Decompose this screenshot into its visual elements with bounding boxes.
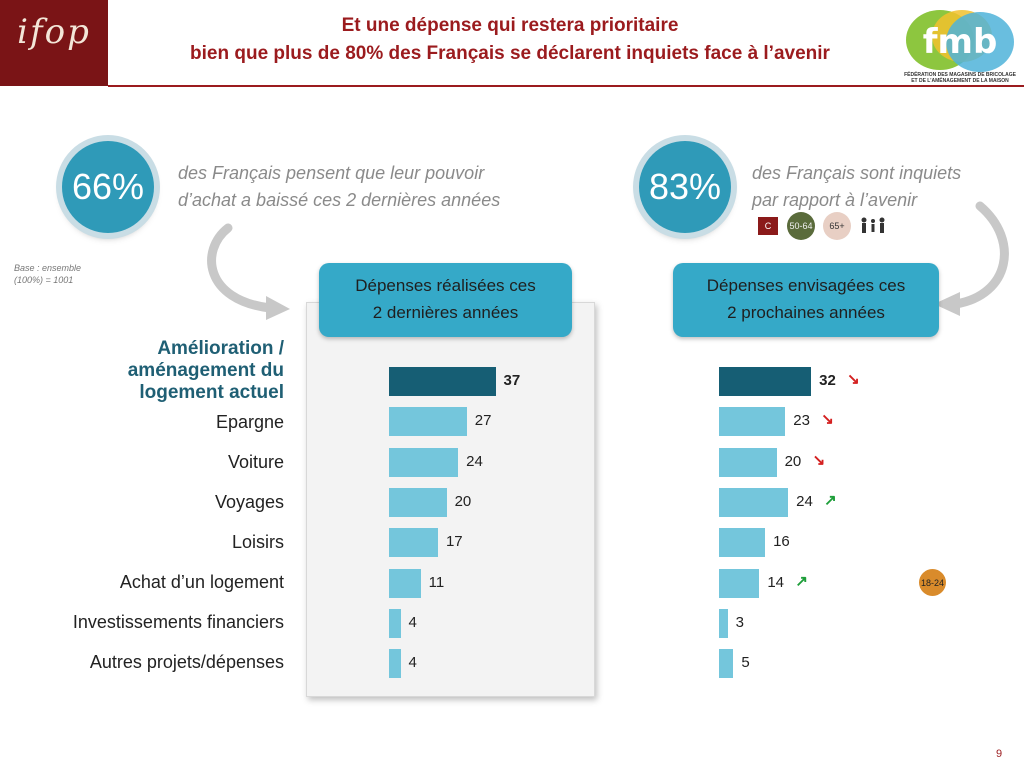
category-label: Achat d’un logement [119, 572, 284, 592]
bar [719, 608, 728, 638]
stat-text-right-line-2: par rapport à l’avenir [752, 190, 918, 210]
badge-c: C [758, 217, 778, 235]
stat-circle-left: 66% [62, 141, 154, 233]
page-title: Et une dépense qui restera prioritaire b… [130, 12, 890, 68]
page-number: 9 [996, 748, 1003, 760]
header-divider [108, 85, 1024, 87]
data-label: 14 [767, 573, 784, 591]
trend-down-icon: ↘ [821, 411, 834, 429]
fmb-subtitle-line-2: ET DE L’AMÉNAGEMENT DE LA MAISON [911, 78, 1009, 84]
stat-text-left-line-1: des Français pensent que leur pouvoir [178, 163, 485, 183]
fmb-logo-text: fmb [923, 22, 998, 62]
base-note-line-2: (100%) = 1001 [14, 275, 74, 285]
bar [719, 649, 734, 679]
trend-down-icon: ↘ [847, 371, 860, 388]
bar [389, 367, 496, 396]
data-label: 17 [445, 533, 463, 551]
bar [719, 528, 766, 558]
data-label: 37 [503, 372, 521, 389]
stat-text-right: des Français sont inquiets par rapport à… [752, 160, 1022, 214]
trend-up-icon: ↗ [824, 491, 837, 509]
fmb-subtitle-line-1: FÉDÉRATION DES MAGASINS DE BRICOLAGE [904, 72, 1016, 78]
badge-age-50-64: 50-64 [787, 212, 815, 240]
panel-header-right-line-2: 2 prochaines années [727, 303, 885, 322]
stat-circle-right: 83% [639, 141, 731, 233]
data-label: 32 [819, 372, 836, 389]
data-label: 23 [793, 412, 810, 430]
bar [389, 528, 438, 558]
trend-down-icon: ↘ [812, 451, 826, 469]
curved-arrow-right-icon [934, 201, 1009, 316]
badge-age-18-24: 18-24 [919, 569, 946, 596]
fmb-subtitle: FÉDÉRATION DES MAGASINS DE BRICOLAGE ET … [902, 72, 1018, 84]
data-label: 4 [408, 613, 417, 631]
title-line-1: Et une dépense qui restera prioritaire [341, 15, 679, 36]
bar [719, 447, 777, 477]
stat-text-left: des Français pensent que leur pouvoir d’… [178, 160, 578, 214]
curved-arrow-left-icon [207, 223, 290, 320]
bar [719, 367, 812, 396]
data-label: 11 [428, 573, 445, 591]
bar [719, 568, 760, 598]
data-label: 16 [773, 533, 790, 551]
family-icon [861, 217, 885, 233]
category-label: Investissements financiers [72, 612, 284, 632]
bar [389, 447, 459, 477]
data-label: 20 [454, 492, 472, 510]
category-label: Amélioration / aménagement du logement a… [127, 338, 284, 403]
data-label: 24 [796, 492, 813, 510]
data-label: 3 [735, 613, 744, 631]
category-label: Autres projets/dépenses [89, 652, 284, 672]
ifop-logo-text: ifop [17, 12, 91, 52]
trend-up-icon: ↗ [795, 572, 808, 590]
bar [389, 608, 401, 638]
title-line-2: bien que plus de 80% des Français se déc… [190, 43, 830, 64]
bar [389, 407, 467, 437]
panel-header-left: Dépenses réalisées ces 2 dernières année… [319, 263, 572, 337]
panel-header-left-line-2: 2 dernières années [372, 303, 519, 322]
ifop-logo [0, 0, 108, 86]
panel-header-right-line-1: Dépenses envisagées ces [706, 276, 906, 295]
stat-text-right-line-1: des Français sont inquiets [752, 163, 962, 183]
data-label: 24 [466, 452, 483, 470]
data-label: 20 [784, 452, 802, 470]
category-label: Voyages [214, 492, 284, 512]
panel-header-left-line-1: Dépenses réalisées ces [355, 276, 536, 295]
bar [389, 649, 401, 679]
badge-age-65-plus: 65+ [823, 212, 851, 240]
stat-text-left-line-2: d’achat a baissé ces 2 dernières années [178, 190, 501, 210]
fmb-logo: fmb [906, 10, 1014, 72]
category-label: Loisirs [231, 532, 284, 552]
bar [719, 487, 789, 517]
data-label: 4 [408, 654, 417, 672]
bar [719, 407, 786, 437]
bar [389, 487, 447, 517]
category-label: Epargne [215, 412, 284, 432]
data-label: 5 [741, 654, 750, 672]
bar [389, 568, 421, 598]
data-label: 27 [474, 412, 492, 430]
category-label: Voiture [227, 452, 284, 472]
panel-header-right: Dépenses envisagées ces 2 prochaines ann… [673, 263, 939, 337]
base-note-line-1: Base : ensemble [14, 263, 82, 273]
base-note: Base : ensemble (100%) = 1001 [14, 262, 114, 286]
